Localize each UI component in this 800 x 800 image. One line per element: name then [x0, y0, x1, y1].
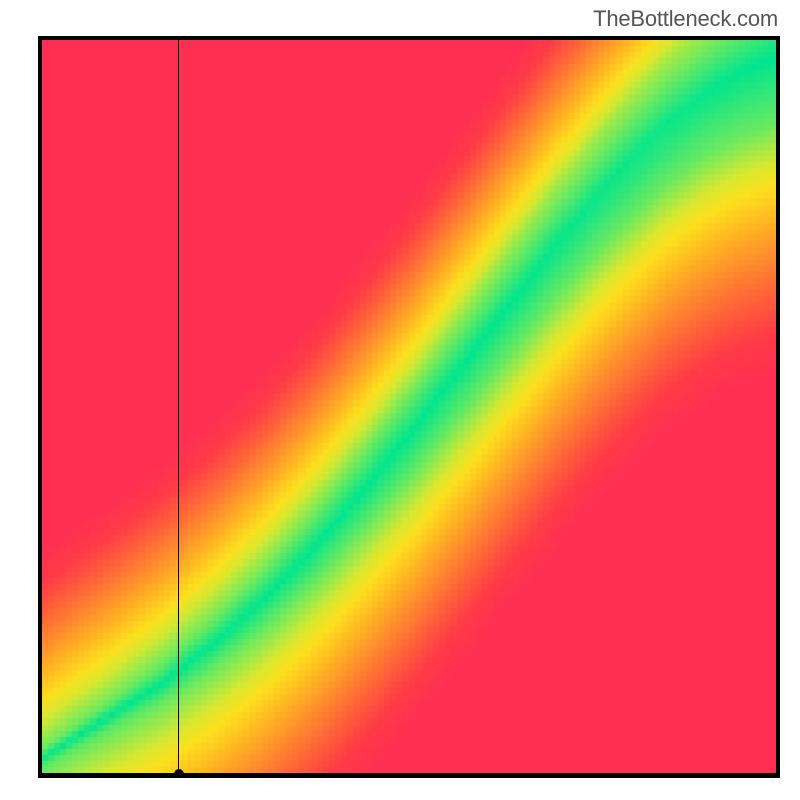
crosshair-horizontal-line [42, 773, 776, 774]
crosshair-vertical-line [178, 40, 179, 774]
heatmap-inner [42, 40, 776, 774]
crosshair-marker [174, 769, 184, 774]
heatmap-frame [38, 36, 780, 778]
attribution-text: TheBottleneck.com [593, 6, 778, 32]
heatmap-canvas [42, 40, 776, 774]
